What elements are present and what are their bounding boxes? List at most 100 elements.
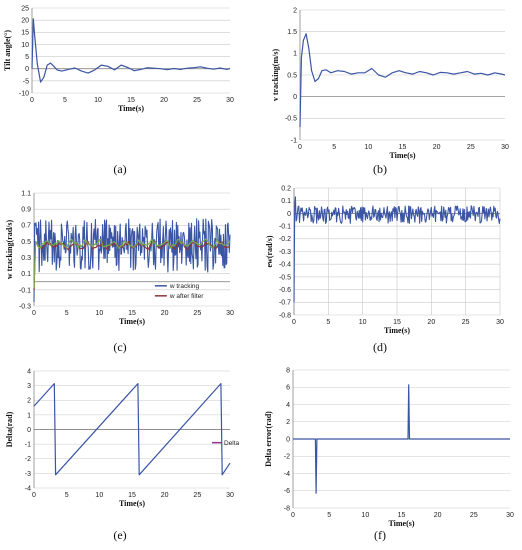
y-tick-label: 25 [21,5,29,12]
y-tick-label: 0.5 [287,72,297,79]
y-tick-label: 2 [27,398,31,405]
chart-d: 0 5 10 15 20 25 30 -0.8 -0.7 -0.6 -0.5 -0.4 -0.3 -0.2… [265,185,504,335]
x-tick-label: 10 [95,492,103,499]
y-tick-label: 5 [25,54,29,61]
y-axis-label: Delta error(rad) [264,411,273,467]
y-axis-label: Delta(rad) [5,411,14,447]
y-tick-label: 4 [27,368,31,375]
y-tick-label: -0.4 [279,262,291,269]
y-tick-label: 0 [286,436,290,443]
y-tick-label: -0.3 [279,249,291,256]
y-tick-label: 0.2 [281,185,291,192]
y-tick-label: 0.9 [21,207,31,214]
panel-caption: (c) [113,340,127,354]
y-tick-label: -2 [284,454,290,461]
x-tick-label: 0 [30,97,34,104]
x-tick-label: 25 [193,97,201,104]
y-axis-label: w tracking(rad/s) [5,220,14,280]
x-tick-label: 20 [433,144,441,151]
y-tick-label: -0.1 [279,224,291,231]
x-tick-label: 20 [161,310,169,317]
y-tick-label: -5 [23,78,29,85]
x-tick-label: 30 [496,319,504,326]
x-tick-label: 30 [501,144,509,151]
y-tick-label: -4 [25,485,31,492]
series-line [33,383,231,476]
y-tick-label: 8 [286,367,290,374]
y-tick-label: 3 [27,383,31,390]
x-tick-label: 25 [470,512,478,519]
y-tick-label: -10 [19,90,29,97]
y-tick-label: -0.8 [279,312,291,319]
chart-f: 0 5 10 15 20 25 30 -8 -6 -4 -2 0 2 4 6 8 Time(s) Delta er… [264,367,514,528]
x-tick-label: 0 [32,492,36,499]
series-line [33,238,231,289]
y-tick-label: 0.3 [21,255,31,262]
y-tick-label: 0.7 [21,223,31,230]
x-tick-label: 25 [193,310,201,317]
x-axis-label: Time(s) [119,317,145,326]
y-tick-label: -3 [25,471,31,478]
x-tick-label: 5 [327,512,331,519]
legend-label: w after filter [169,293,204,300]
panel-caption: (e) [113,528,127,542]
series-line [299,33,506,128]
x-tick-label: 25 [193,492,201,499]
x-tick-label: 20 [427,319,435,326]
y-tick-label: 1 [293,51,297,58]
series-line [31,18,231,83]
x-axis-label: Time(s) [119,499,145,508]
y-axis-label: Tilt angle(°) [3,30,12,71]
y-tick-label: -1 [291,137,297,144]
legend-label: w tracking [169,283,200,290]
y-tick-label: 1.1 [21,190,31,197]
x-tick-label: 0 [291,512,295,519]
chart-b: 0 5 10 15 20 25 30 -1 -0.5 0 0.5 1 1.5 2 Time(s) v trac… [271,7,509,160]
y-tick-label: 15 [21,30,29,37]
y-tick-label: 0 [293,94,297,101]
legend-label: Delta [224,440,240,447]
y-tick-label: 0.1 [21,271,31,278]
x-tick-label: 10 [94,97,102,104]
x-tick-label: 10 [359,319,367,326]
x-tick-label: 5 [65,492,69,499]
y-tick-label: 0.5 [21,239,31,246]
x-tick-label: 15 [128,492,136,499]
y-tick-label: -0.5 [279,274,291,281]
x-tick-label: 30 [226,492,234,499]
y-tick-label: 0.1 [281,198,291,205]
x-tick-label: 30 [226,97,234,104]
x-tick-label: 25 [462,319,470,326]
y-tick-label: 10 [21,42,29,49]
x-axis-label: Time(s) [118,104,144,113]
y-tick-label: -0.5 [285,116,297,123]
x-tick-label: 15 [398,512,406,519]
series-line [293,196,501,303]
x-tick-label: 15 [393,319,401,326]
x-tick-label: 30 [506,512,514,519]
y-tick-label: 4 [286,402,290,409]
x-tick-label: 15 [128,310,136,317]
x-tick-label: 10 [364,144,372,151]
x-tick-label: 5 [63,97,67,104]
y-tick-label: 6 [286,385,290,392]
y-axis-label: v tracking(m/s) [271,49,280,102]
y-tick-label: -0.3 [19,303,31,310]
y-tick-label: 0 [287,211,291,218]
panel-caption: (f) [374,528,386,542]
x-tick-label: 0 [298,144,302,151]
series-line [33,218,231,303]
x-tick-label: 20 [434,512,442,519]
x-tick-label: 0 [292,319,296,326]
x-tick-label: 10 [95,310,103,317]
x-tick-label: 20 [160,97,168,104]
y-tick-label: 1.5 [287,29,297,36]
x-tick-label: 30 [226,310,234,317]
y-tick-label: -4 [284,471,290,478]
chart-c: 0 5 10 15 20 25 30 -0.3 -0.1 0.1 0.3 0.5 0.7 0.9 1.1 Ti… [5,190,234,326]
x-tick-label: 20 [161,492,169,499]
x-tick-label: 15 [127,97,135,104]
x-axis-label: Time(s) [388,519,414,528]
y-axis-label: ew(rad/s) [265,235,274,267]
